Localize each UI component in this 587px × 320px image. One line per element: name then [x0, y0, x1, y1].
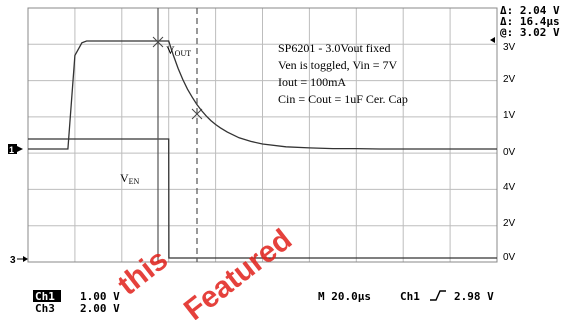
- svg-text:3: 3: [10, 255, 16, 266]
- svg-text:1: 1: [9, 145, 14, 155]
- watermark-featured: Featured: [178, 223, 298, 320]
- trigger-level-arrow: [490, 37, 495, 43]
- ch1-badge-bg: [33, 290, 61, 302]
- grid: [27, 7, 498, 263]
- annotation-line-3: Iout = 100mA: [278, 75, 346, 89]
- annotation-line-4: Cin = Cout = 1uF Cer. Cap: [278, 92, 408, 106]
- upper-tick-0v: 0V: [503, 147, 516, 158]
- lower-tick-2v: 2V: [503, 218, 516, 229]
- vout-trace: [28, 40, 497, 150]
- ch3-label: Ch3: [35, 302, 55, 315]
- lower-tick-0v: 0V: [503, 252, 516, 263]
- ven-label: VEN: [120, 171, 140, 186]
- timebase: M 20.0µs: [318, 290, 371, 303]
- cursor-mark-a: [152, 36, 164, 48]
- ch1-badge: Ch1: [35, 290, 55, 303]
- trigger-channel: Ch1: [400, 290, 420, 303]
- vout-label: VOUT: [166, 43, 191, 58]
- readout-at: @: 3.02 V: [500, 26, 560, 39]
- upper-tick-3v: 3V: [503, 42, 516, 53]
- annotation-line-2: Ven is toggled, Vin = 7V: [278, 58, 397, 72]
- annotation-line-1: SP6201 - 3.0Vout fixed: [278, 41, 390, 55]
- ch1-ground-marker[interactable]: 1: [8, 144, 23, 155]
- ch1-scale: 1.00 V: [80, 290, 120, 303]
- rising-edge-icon: [430, 290, 446, 301]
- grid-border: [27, 7, 498, 263]
- readout-delta-v: Δ: 2.04 V: [500, 4, 560, 17]
- ven-trace: [28, 138, 497, 259]
- lower-tick-4v: 4V: [503, 182, 516, 193]
- ch3-ground-marker[interactable]: 3: [10, 255, 28, 266]
- upper-tick-1v: 1V: [503, 110, 516, 121]
- readout-delta-t: Δ: 16.4µs: [500, 15, 560, 28]
- upper-tick-2v: 2V: [503, 74, 516, 85]
- ch3-scale: 2.00 V: [80, 302, 120, 315]
- watermark-this: this: [112, 243, 174, 302]
- cursor-mark-b: [191, 108, 203, 120]
- trigger-level: 2.98 V: [454, 290, 494, 303]
